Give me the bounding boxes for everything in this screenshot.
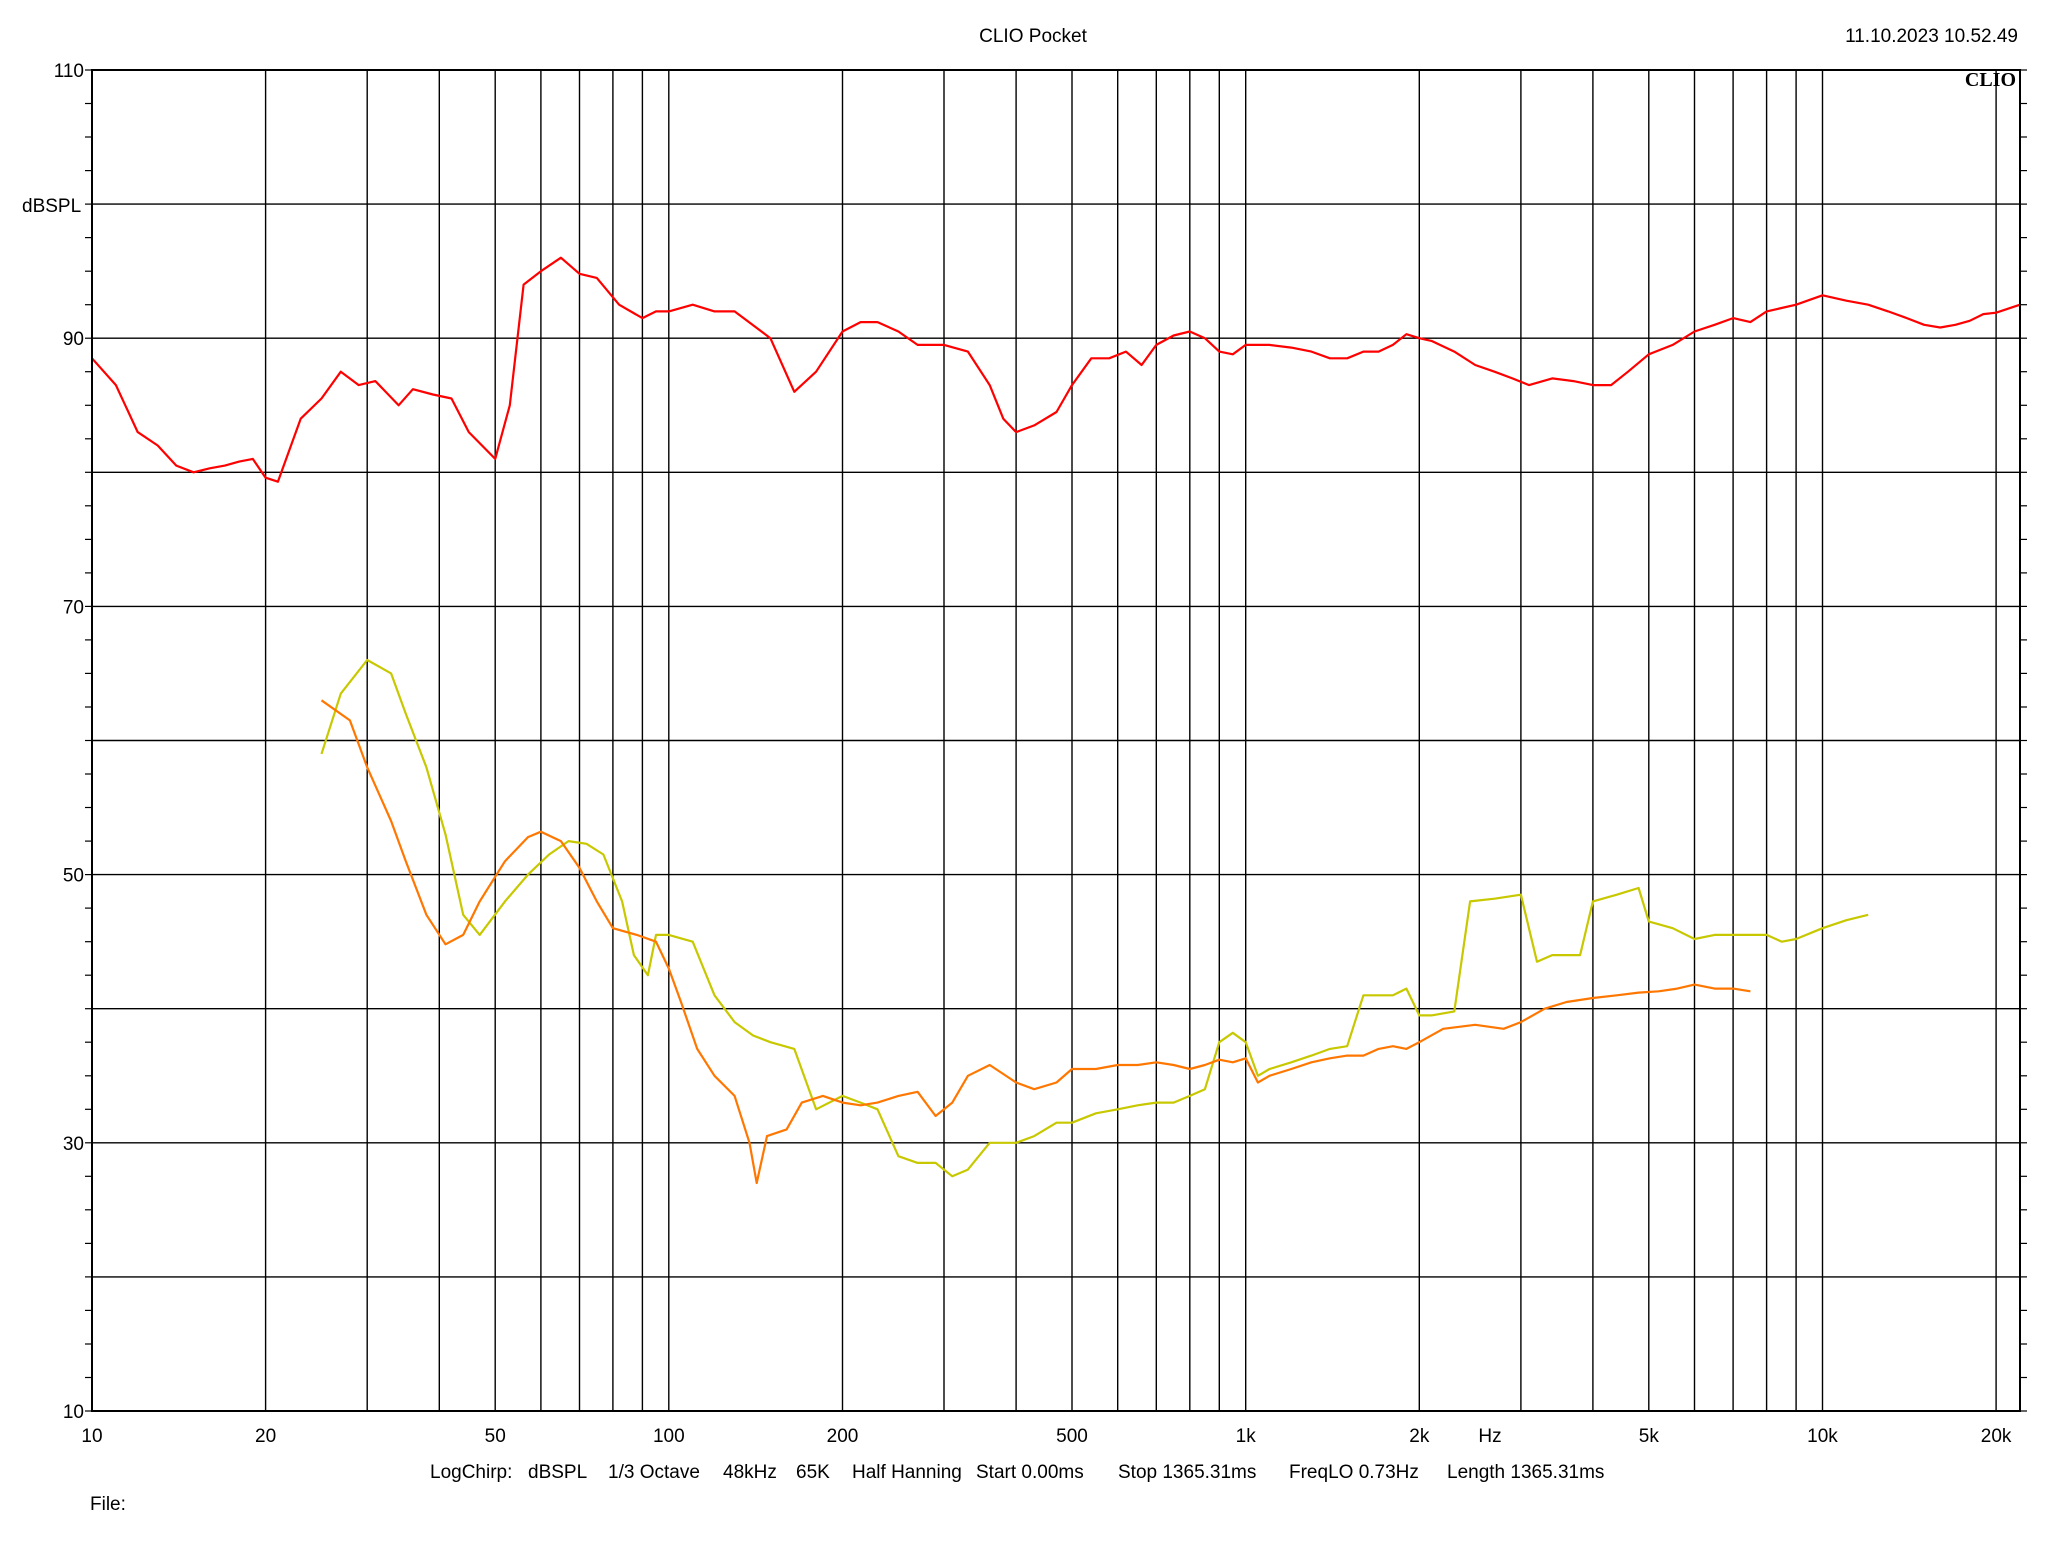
file-label: File: — [90, 1494, 126, 1515]
param-label: 48kHz — [723, 1462, 777, 1483]
x-tick-label: 10 — [81, 1426, 102, 1447]
param-label: 65K — [796, 1462, 830, 1483]
x-tick-label: 100 — [653, 1426, 685, 1447]
y-tick-label: 30 — [63, 1134, 84, 1155]
x-tick-label: 200 — [827, 1426, 859, 1447]
x-tick-label: 1k — [1236, 1426, 1257, 1447]
series-line-2 — [320, 658, 1869, 1178]
x-tick-label: 10k — [1807, 1426, 1838, 1447]
x-axis-label: Hz — [1478, 1426, 1501, 1447]
param-label: 1/3 Octave — [608, 1462, 700, 1483]
x-tick-label: 2k — [1409, 1426, 1430, 1447]
param-label: Stop 1365.31ms — [1118, 1462, 1256, 1483]
x-tick-label: 500 — [1056, 1426, 1088, 1447]
clio-logo: CLIO — [1965, 69, 2016, 91]
x-tick-label: 50 — [485, 1426, 506, 1447]
param-label: FreqLO 0.73Hz — [1289, 1462, 1419, 1483]
y-tick-label: 90 — [63, 329, 84, 350]
param-label: Length 1365.31ms — [1447, 1462, 1604, 1483]
y-axis-label: dBSPL — [22, 196, 81, 217]
x-tick-label: 20 — [255, 1426, 276, 1447]
series-line-3 — [320, 699, 1751, 1185]
y-tick-label: 10 — [63, 1402, 84, 1423]
x-tick-label: 20k — [1981, 1426, 2012, 1447]
param-label: Half Hanning — [852, 1462, 962, 1483]
param-label: dBSPL — [528, 1462, 587, 1483]
chart-title: CLIO Pocket — [979, 26, 1087, 47]
param-label: LogChirp: — [430, 1462, 512, 1483]
y-tick-label: 50 — [63, 866, 84, 887]
param-label: Start 0.00ms — [976, 1462, 1084, 1483]
timestamp: 11.10.2023 10.52.49 — [1845, 26, 2018, 47]
x-tick-label: 5k — [1639, 1426, 1660, 1447]
y-tick-label: 70 — [63, 597, 84, 618]
series-line-1 — [91, 256, 2021, 483]
measurement-params: LogChirp: dBSPL 1/3 Octave 48kHz 65K Half Han… — [430, 1462, 1604, 1483]
y-tick-label: 110 — [54, 61, 84, 82]
